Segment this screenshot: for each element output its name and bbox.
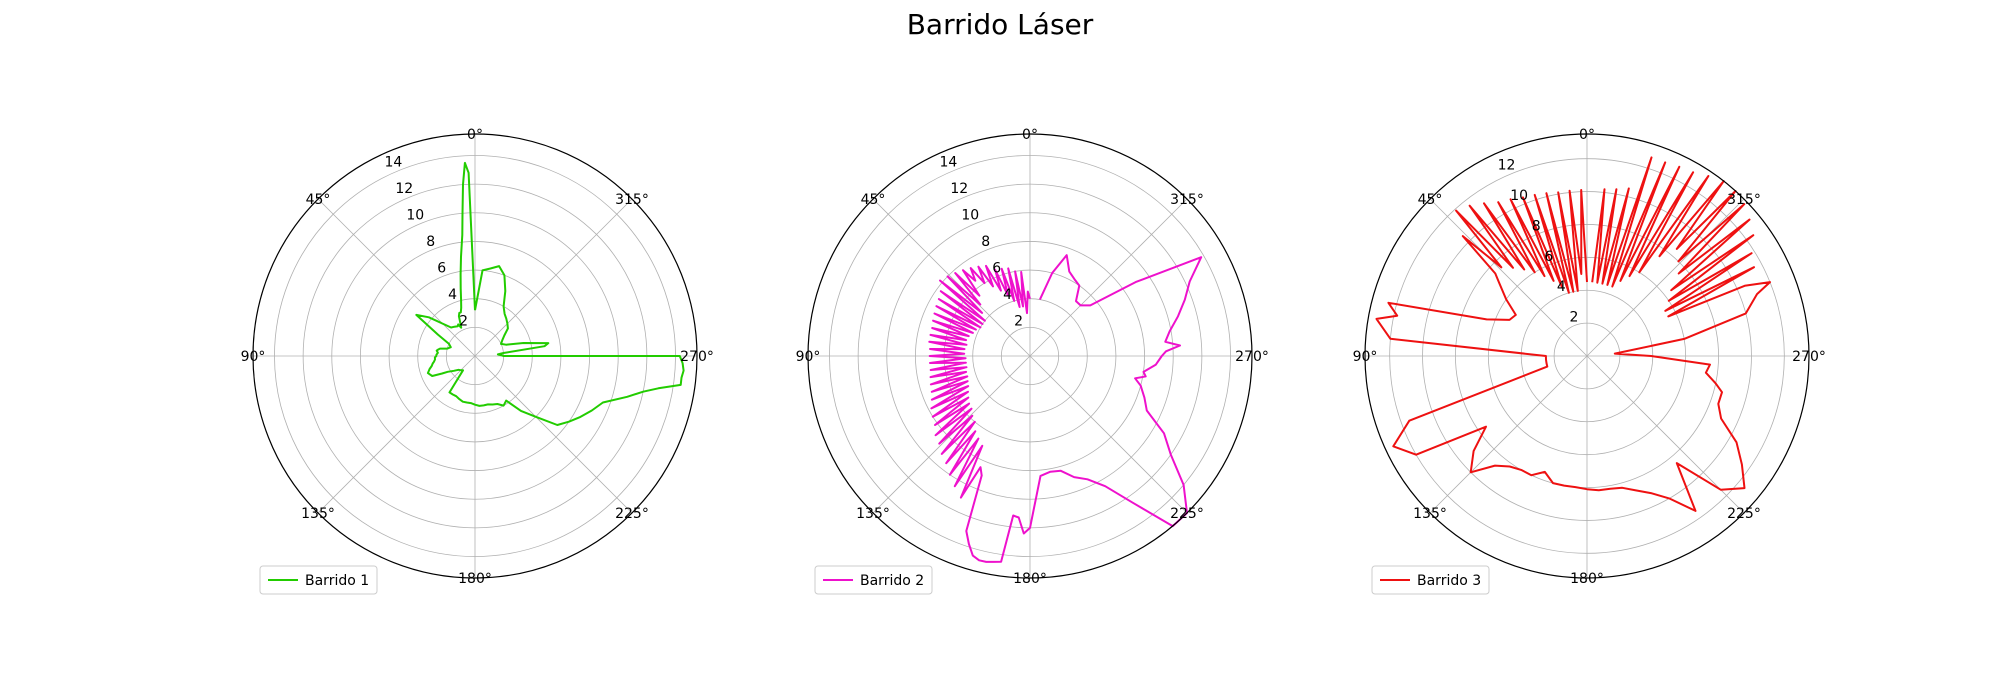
- theta-tick-label: 135°: [1413, 506, 1447, 522]
- polar-spine: [807, 133, 1253, 579]
- theta-gridline: [317, 198, 476, 357]
- legend-box: [1371, 565, 1490, 595]
- theta-tick-label: 315°: [1170, 192, 1204, 208]
- theta-tick-label: 180°: [1013, 571, 1047, 587]
- theta-tick-label: 135°: [856, 506, 890, 522]
- theta-tick-label: 315°: [615, 192, 649, 208]
- theta-gridline: [474, 198, 633, 357]
- r-tick-label: 14: [939, 155, 957, 171]
- theta-tick-label: 0°: [1579, 127, 1595, 143]
- r-tick-label: 6: [437, 261, 446, 277]
- theta-tick-label: 45°: [861, 192, 886, 208]
- legend-label: Barrido 1: [305, 573, 369, 589]
- theta-gridline: [1029, 355, 1188, 514]
- theta-gridline: [474, 355, 633, 514]
- theta-gridline: [1586, 198, 1745, 357]
- theta-gridline: [1029, 198, 1188, 357]
- r-tick-label: 12: [950, 181, 968, 197]
- polar-spine: [1364, 133, 1810, 579]
- r-tick-label: 10: [1510, 188, 1528, 204]
- theta-tick-label: 90°: [1353, 349, 1378, 365]
- theta-tick-label: 270°: [1792, 349, 1826, 365]
- r-tick-label: 6: [1544, 249, 1553, 265]
- theta-tick-label: 180°: [1570, 571, 1604, 587]
- theta-tick-label: 90°: [241, 349, 266, 365]
- r-tick-label: 14: [384, 155, 402, 171]
- theta-tick-label: 0°: [467, 127, 483, 143]
- theta-gridline: [872, 198, 1031, 357]
- legend-box: [814, 565, 933, 595]
- r-tick-label: 10: [961, 208, 979, 224]
- theta-gridline: [317, 355, 476, 514]
- r-tick-label: 2: [1014, 314, 1023, 330]
- figure-title: Barrido Láser: [907, 8, 1094, 41]
- theta-tick-label: 270°: [1235, 349, 1269, 365]
- theta-tick-label: 225°: [1727, 506, 1761, 522]
- r-tick-label: 8: [1532, 218, 1541, 234]
- series-line: [928, 254, 1203, 563]
- r-tick-label: 2: [1569, 310, 1578, 326]
- r-tick-label: 2: [459, 314, 468, 330]
- r-tick-label: 4: [1557, 279, 1566, 295]
- theta-tick-label: 90°: [796, 349, 821, 365]
- r-tick-label: 10: [406, 208, 424, 224]
- r-tick-label: 8: [426, 234, 435, 250]
- legend-box: [259, 565, 378, 595]
- theta-tick-label: 315°: [1727, 192, 1761, 208]
- theta-gridline: [1429, 355, 1588, 514]
- theta-tick-label: 135°: [301, 506, 335, 522]
- r-tick-label: 4: [448, 287, 457, 303]
- series-line: [1375, 156, 1771, 512]
- theta-tick-label: 0°: [1022, 127, 1038, 143]
- theta-tick-label: 45°: [1418, 192, 1443, 208]
- r-tick-label: 6: [992, 261, 1001, 277]
- legend-label: Barrido 2: [860, 573, 924, 589]
- r-tick-label: 4: [1003, 287, 1012, 303]
- theta-tick-label: 180°: [458, 571, 492, 587]
- theta-tick-label: 225°: [615, 506, 649, 522]
- legend-label: Barrido 3: [1417, 573, 1481, 589]
- r-tick-label: 12: [395, 181, 413, 197]
- theta-tick-label: 45°: [306, 192, 331, 208]
- theta-tick-label: 225°: [1170, 506, 1204, 522]
- theta-gridline: [1429, 198, 1588, 357]
- series-line: [415, 161, 685, 426]
- r-tick-label: 8: [981, 234, 990, 250]
- r-tick-label: 12: [1498, 158, 1516, 174]
- theta-tick-label: 270°: [680, 349, 714, 365]
- polar-spine: [252, 133, 698, 579]
